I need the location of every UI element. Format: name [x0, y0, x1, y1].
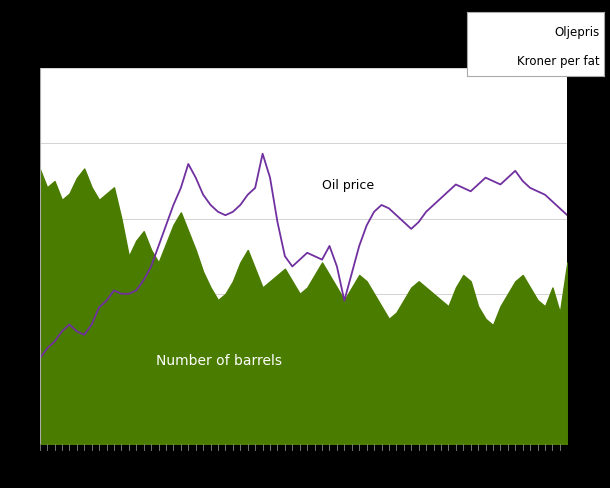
Text: Kroner per fat: Kroner per fat	[517, 55, 600, 68]
Text: Oljepris: Oljepris	[554, 26, 600, 39]
Text: Number of barrels: Number of barrels	[156, 354, 282, 368]
Text: Oil price: Oil price	[322, 180, 374, 192]
